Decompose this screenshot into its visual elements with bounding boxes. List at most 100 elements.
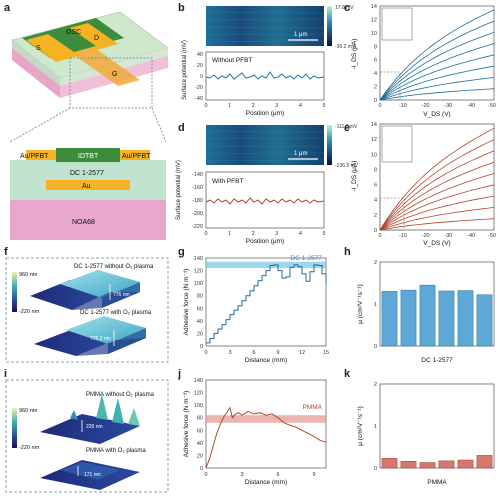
kpfm-b-xtick: 4 — [299, 103, 302, 109]
chart-g-ytick: 100 — [194, 281, 203, 287]
afm-f-colorbar — [12, 272, 17, 312]
xsec-au-pfbt-left: Au/PFBT — [20, 153, 49, 160]
kpfm-b-legend: Without PFBT — [212, 57, 252, 64]
afm-i-cbar-min: -220 nm — [19, 445, 40, 451]
xsec-au-pfbt-right: Au/PFBT — [122, 153, 151, 160]
chart-j-xtick: 0 — [204, 472, 207, 478]
output-c-xtick: -20 — [422, 103, 430, 109]
afm-f-top-height: 776 nm — [113, 292, 130, 298]
chart-k-xlabel: PMMA — [427, 479, 447, 486]
kpfm-d-xtick: 5 — [322, 231, 325, 237]
cross-section: Au/PFBT IDTBT Au/PFBT DC 1-2577 Au NOA68 — [10, 148, 166, 240]
output-curve — [379, 65, 495, 101]
output-c-xlabel: V_DS (V) — [423, 111, 450, 118]
output-curve — [379, 184, 495, 231]
kpfm-d-scale: 1 μm — [294, 151, 307, 157]
chart-g-xtick: 3 — [228, 350, 231, 356]
chart-h-xlabel: DC 1-2577 — [421, 357, 453, 364]
output-c-ytick: 4 — [374, 71, 377, 77]
chart-k-frame — [379, 383, 495, 469]
chart-j-xtick: 6 — [276, 472, 279, 478]
output-e-ytick: 12 — [371, 137, 377, 143]
kpfm-d-ytick: -200 — [192, 211, 203, 217]
output-curve — [379, 77, 495, 101]
output-e-ytick: 0 — [374, 228, 377, 234]
output-e-xtick: -50 — [488, 233, 496, 239]
afm-i-colorbar — [12, 408, 17, 448]
afm-f-top-label: DC 1-2577 without O₂ plasma — [74, 264, 154, 270]
panel-letter-i: i — [4, 368, 8, 380]
device-label-osc: OSC — [66, 29, 81, 36]
chart-g-ytick: 120 — [194, 269, 203, 275]
chart-j-series-line — [205, 406, 327, 469]
chart-k-ytick: 1 — [374, 424, 377, 430]
chart-k-bar — [457, 459, 474, 469]
kpfm-d-xlabel: Position (μm) — [246, 238, 284, 245]
kpfm-b-cbar-min: -36.2 mV — [335, 44, 356, 50]
xsec-substrate: NOA68 — [72, 219, 95, 226]
kpfm-d-cbar-min: -236.5 mV — [335, 163, 359, 169]
output-e-ylabel: -I_DS (μA) — [351, 161, 358, 192]
output-e-ytick: 2 — [374, 213, 377, 219]
output-e-ytick: 4 — [374, 198, 377, 204]
kpfm-b-xlabel: Position (μm) — [246, 110, 284, 117]
chart-k-bar — [438, 460, 455, 469]
chart-j-ytick: 120 — [194, 391, 203, 397]
chart-k-ytick: 2 — [374, 382, 377, 388]
output-e-ytick: 14 — [371, 122, 377, 128]
chart-g-ylabel: Adhesive force (N m⁻¹) — [183, 269, 190, 336]
output-curve — [379, 20, 495, 101]
output-c-ytick: 14 — [371, 4, 377, 10]
kpfm-b-plot-frame — [205, 51, 325, 101]
output-c-ytick: 2 — [374, 85, 377, 91]
output-curve — [379, 43, 495, 101]
output-e-ytick: 6 — [374, 183, 377, 189]
kpfm-d-ytick: -180 — [192, 198, 203, 204]
chart-h-ytick: 1 — [374, 302, 377, 308]
output-curve — [379, 88, 495, 101]
chart-j-xtick: 3 — [240, 472, 243, 478]
chart-j-xlabel: Distance (mm) — [245, 479, 287, 486]
kpfm-b-xtick: 5 — [322, 103, 325, 109]
chart-h-bar — [419, 284, 436, 347]
afm-f-cbar-min: -220 nm — [19, 309, 40, 315]
device-label-g: G — [112, 71, 117, 78]
kpfm-b-xtick: 2 — [252, 103, 255, 109]
afm-i-cbar-max: 960 nm — [19, 408, 38, 414]
chart-g-ytick: 20 — [197, 331, 203, 337]
device-label-d: D — [94, 35, 99, 42]
output-c-xtick: -50 — [488, 103, 496, 109]
kpfm-d-colorbar — [327, 125, 332, 165]
kpfm-b-ytick: 0 — [200, 74, 203, 80]
panel-letter-h: h — [344, 246, 351, 258]
chart-h-bar — [476, 294, 493, 347]
chart-g-ytick: 40 — [197, 319, 203, 325]
kpfm-b-trace — [205, 71, 325, 80]
chart-h-bar — [438, 290, 455, 347]
output-c-ytick: 8 — [374, 44, 377, 50]
kpfm-d-trace — [205, 197, 325, 205]
output-curve — [379, 54, 495, 101]
chart-j-ytick: 80 — [197, 416, 203, 422]
chart-j-legend: PMMA — [303, 404, 323, 411]
chart-j-ytick: 0 — [200, 466, 203, 472]
kpfm-d-cbar-max: -111.0 mV — [335, 124, 358, 130]
chart-h-frame — [379, 261, 495, 347]
panel-letter-j: j — [178, 368, 182, 380]
output-e-xtick: -30 — [444, 233, 452, 239]
device-label-s: S — [36, 45, 41, 52]
panel-letter-b: b — [178, 2, 185, 14]
panel-letter-c: c — [344, 2, 351, 14]
kpfm-b-ytick: 20 — [197, 63, 203, 69]
output-e-xtick: 0 — [378, 233, 381, 239]
output-e-xlabel: V_DS (V) — [423, 240, 450, 247]
chart-h-ytick: 0 — [374, 344, 377, 350]
panel-letter-f: f — [4, 246, 8, 258]
output-c-ytick: 12 — [371, 17, 377, 23]
output-curve — [379, 139, 495, 231]
output-e-frame — [379, 123, 495, 231]
chart-j-ytick: 20 — [197, 453, 203, 459]
output-c-xtick: -10 — [399, 103, 407, 109]
chart-j-xtick: 9 — [312, 472, 315, 478]
